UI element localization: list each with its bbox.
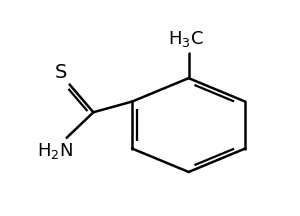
Text: H$_2$N: H$_2$N <box>37 141 73 161</box>
Text: H$_3$C: H$_3$C <box>168 29 204 49</box>
Text: S: S <box>55 63 67 82</box>
